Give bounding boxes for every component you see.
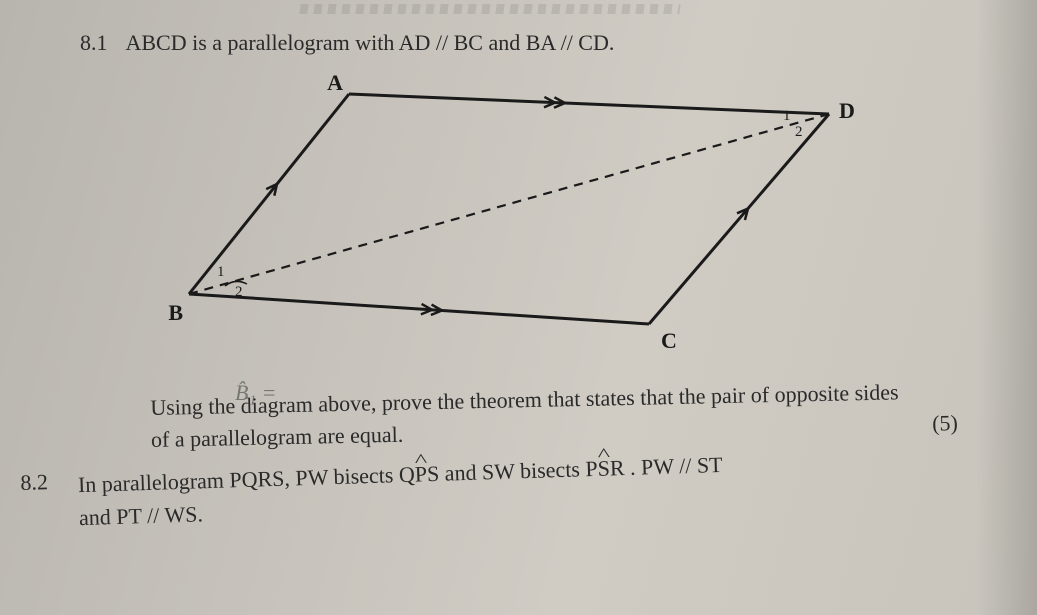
- angle-b2: 2: [235, 284, 243, 300]
- side-ba: [189, 94, 349, 294]
- parallelogram-diagram: A B C D 1 2 1 2: [129, 64, 889, 364]
- vertex-label-b: B: [168, 300, 183, 325]
- q2-seg3: . PW // ST: [624, 452, 723, 480]
- angle-d1: 1: [783, 108, 791, 124]
- page-edge-shadow: [977, 0, 1037, 615]
- vertex-label-d: D: [839, 98, 855, 123]
- q2-ang2a: P: [585, 456, 598, 481]
- question-number-2: 8.2: [20, 469, 50, 536]
- vertex-label-a: A: [327, 70, 343, 95]
- vertex-label-c: C: [661, 328, 677, 353]
- side-ad: [349, 94, 829, 114]
- diagram-container: A B C D 1 2 1 2: [20, 64, 997, 364]
- page-artifact: [299, 4, 680, 14]
- parallel-arrows: [266, 97, 748, 315]
- q2-ang1hat: P: [414, 457, 427, 490]
- q2-line2: and PT // WS.: [79, 501, 204, 530]
- q2-ang2b: R: [609, 455, 624, 480]
- question-2-text: In parallelogram PQRS, PW bisects QPS an…: [77, 448, 724, 534]
- marks: (5): [932, 407, 958, 439]
- q2-ang1a: Q: [398, 461, 415, 486]
- question-text: ABCD is a parallelogram with AD // BC an…: [126, 30, 615, 56]
- side-cb: [189, 294, 649, 324]
- q2-seg1: In parallelogram PQRS, PW bisects: [78, 462, 400, 497]
- diagonal-bd: [189, 114, 829, 294]
- side-dc: [649, 114, 829, 324]
- proof-line2: of a parallelogram are equal.: [151, 422, 404, 452]
- angle-d2: 2: [795, 124, 803, 140]
- angle-b1: 1: [217, 264, 225, 280]
- question-8-1: 8.1 ABCD is a parallelogram with AD // B…: [80, 30, 997, 56]
- q2-seg2: and SW bisects: [439, 456, 586, 486]
- q2-ang2hat: S: [597, 451, 610, 484]
- question-number: 8.1: [80, 30, 108, 56]
- q2-ang1b: S: [427, 461, 440, 486]
